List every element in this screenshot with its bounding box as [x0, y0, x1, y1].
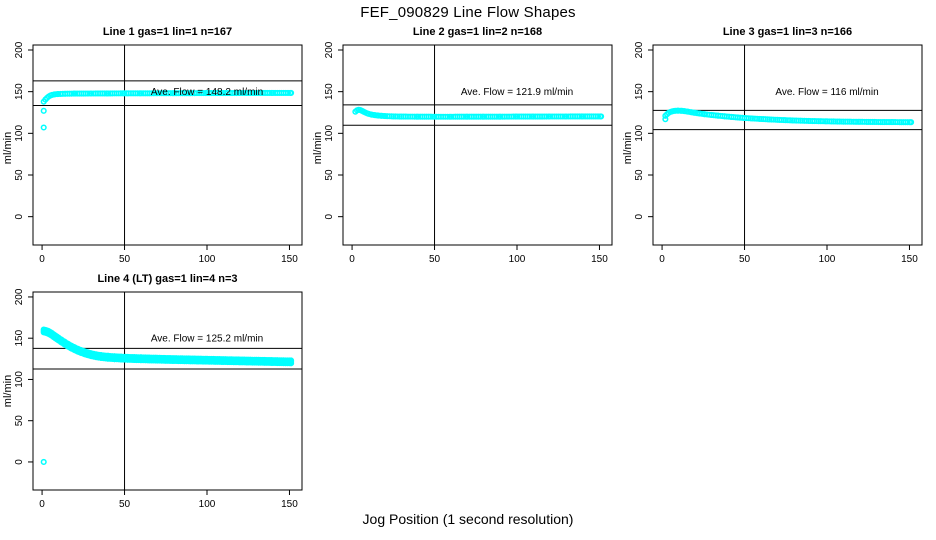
y-tick-label: 50 — [324, 169, 335, 181]
x-tick-label: 0 — [39, 254, 45, 265]
panel-1: 0 50 100 150 0 50 100 150 200 Ave. Flow = 148.2 m… — [14, 41, 303, 265]
data-point — [288, 360, 295, 367]
panel-4: 0 50 100 150 0 50 100 150 200 Ave. Flow = 125.2 m… — [14, 288, 303, 510]
y-tick-label: 0 — [14, 459, 25, 465]
panel-title-line3: Line 3 gas=1 lin=3 n=166 — [722, 26, 853, 38]
data-point — [249, 89, 256, 97]
data-point — [493, 113, 500, 120]
avg-flow-label: Ave. Flow = 116 ml/min — [775, 87, 878, 98]
x-tick-label: 100 — [199, 499, 216, 510]
y-tick-label: 50 — [14, 415, 25, 427]
data-point — [576, 113, 583, 120]
data-point — [68, 90, 75, 97]
x-tick-label: 150 — [281, 254, 298, 265]
x-tick-label: 100 — [819, 254, 836, 265]
y-tick-label: 100 — [14, 125, 25, 142]
data-point — [444, 113, 451, 120]
y-tick-label: 200 — [14, 41, 25, 58]
y-tick-label: 100 — [324, 125, 335, 142]
outlier-point — [40, 107, 47, 114]
data-point — [594, 113, 602, 120]
y-tick-label: 150 — [14, 83, 25, 100]
y-tick-label: 0 — [14, 213, 25, 219]
y-tick-label: 0 — [634, 213, 645, 219]
x-tick-label: 150 — [901, 254, 918, 265]
y-tick-label: 0 — [324, 213, 335, 219]
y-tick-label: 150 — [634, 83, 645, 100]
data-point — [460, 113, 467, 120]
data-point — [134, 90, 141, 97]
data-point — [284, 89, 292, 96]
data-point — [150, 90, 157, 97]
data-point — [101, 90, 108, 97]
x-tick-label: 50 — [119, 499, 131, 510]
panel-title-line2: Line 2 gas=1 lin=2 n=168 — [412, 26, 543, 38]
avg-flow-label: Ave. Flow = 148.2 ml/min — [151, 87, 263, 98]
data-point — [288, 89, 295, 96]
x-tick-label: 50 — [739, 254, 751, 265]
data-point — [672, 107, 679, 114]
plot-box — [32, 44, 303, 246]
data-point — [598, 113, 605, 120]
outlier-point — [662, 116, 669, 123]
data-point — [167, 90, 174, 97]
data-point — [411, 113, 418, 120]
x-tick-label: 0 — [349, 254, 355, 265]
y-tick-label: 100 — [634, 125, 645, 142]
y-tick-label: 150 — [14, 329, 25, 346]
y-tick-label: 50 — [14, 169, 25, 181]
x-tick-label: 0 — [39, 499, 45, 510]
data-point — [477, 113, 484, 120]
data-point — [84, 90, 91, 97]
x-tick-label: 0 — [659, 254, 665, 265]
x-tick-label: 150 — [591, 254, 608, 265]
figure-title: FEF_090829 Line Flow Shapes — [360, 4, 576, 21]
data-point — [233, 89, 240, 97]
outlier-point — [40, 124, 47, 131]
panel-3: 0 50 100 150 0 50 100 150 200 Ave. Flow = 116 ml/… — [634, 41, 923, 265]
y-tick-label: 200 — [14, 288, 25, 305]
panel-title-line1: Line 1 gas=1 lin=1 n=167 — [102, 26, 233, 38]
data-point — [427, 113, 434, 120]
x-tick-label: 100 — [509, 254, 526, 265]
data-point — [559, 113, 566, 120]
outlier-point — [40, 458, 47, 466]
y-tick-label: 50 — [634, 169, 645, 181]
data-point — [200, 90, 207, 97]
data-point — [266, 89, 273, 96]
y-tick-label: 150 — [324, 83, 335, 100]
panel-title-line4: Line 4 (LT) gas=1 lin=4 n=3 — [97, 273, 238, 285]
plot-box — [652, 44, 923, 246]
x-axis-label: Jog Position (1 second resolution) — [362, 511, 574, 527]
plot-box — [32, 291, 303, 491]
data-point — [117, 90, 124, 97]
data-point — [675, 107, 682, 114]
data-point — [904, 119, 911, 126]
data-point — [908, 119, 915, 126]
y-tick-label: 100 — [14, 371, 25, 388]
data-point — [216, 90, 223, 97]
panel-2: 0 50 100 150 0 50 100 150 200 Ave. Flow = 121.9 m… — [324, 41, 613, 265]
plot-box — [342, 44, 613, 246]
data-point — [510, 113, 517, 120]
x-tick-label: 150 — [281, 499, 298, 510]
y-tick-label: 200 — [324, 41, 335, 58]
x-tick-label: 50 — [429, 254, 441, 265]
x-tick-label: 50 — [119, 254, 131, 265]
data-point — [543, 113, 550, 120]
data-point — [526, 113, 533, 120]
data-point — [183, 90, 190, 97]
avg-flow-label: Ave. Flow = 125.2 ml/min — [151, 334, 263, 345]
y-tick-label: 200 — [634, 41, 645, 58]
avg-flow-label: Ave. Flow = 121.9 ml/min — [461, 87, 573, 98]
x-tick-label: 100 — [199, 254, 216, 265]
